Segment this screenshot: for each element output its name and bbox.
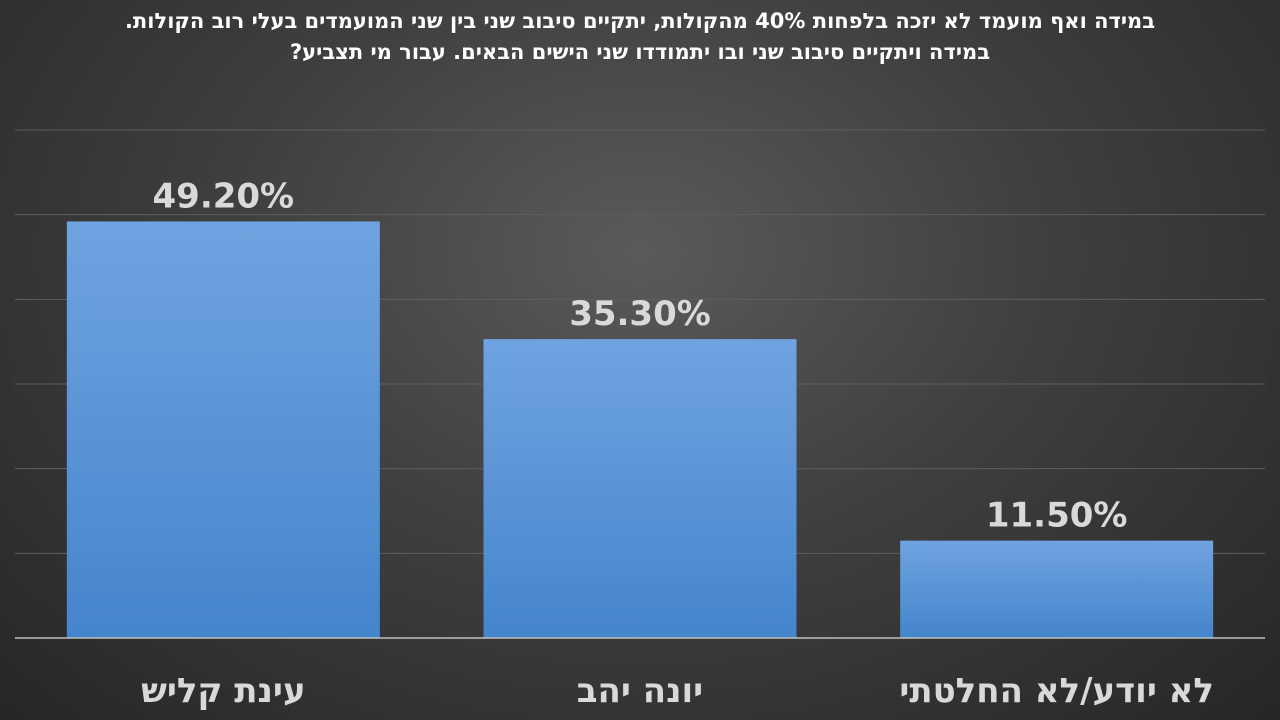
data-labels: 49.20% 35.30% 11.50% [153,176,1128,535]
data-label-3: 11.50% [986,496,1128,536]
bar-2 [483,339,797,638]
bar-3 [900,540,1214,638]
chart-title: במידה ואף מועמד לא יזכה בלפחות 40% מהקול… [124,9,1156,64]
data-label-1: 49.20% [153,176,295,216]
bar-1 [66,221,380,638]
bars [66,221,1214,638]
data-label-2: 35.30% [569,294,711,334]
category-label-2: יונה יהב [577,671,703,711]
category-label-3: לא יודע/לא החלטתי [899,671,1214,711]
category-labels: עינת קליש יונה יהב לא יודע/לא החלטתי [141,671,1214,711]
category-label-1: עינת קליש [141,671,306,711]
